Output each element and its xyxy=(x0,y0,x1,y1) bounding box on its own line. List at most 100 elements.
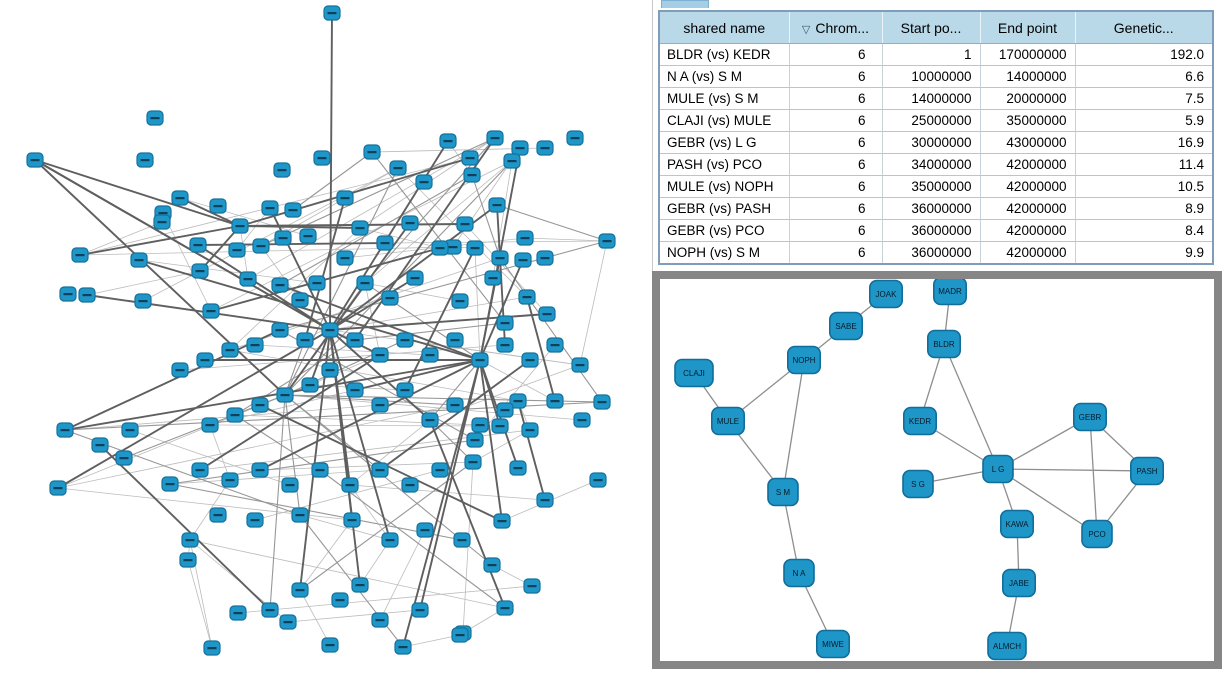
network-node[interactable] xyxy=(503,153,521,169)
network-node[interactable] xyxy=(371,612,389,628)
network-node[interactable] xyxy=(189,237,207,253)
network-node[interactable] xyxy=(356,275,374,291)
network-node[interactable] xyxy=(496,402,514,418)
network-node[interactable] xyxy=(363,144,381,160)
subnetwork-node-miwe[interactable]: MIWE xyxy=(816,629,851,659)
network-node[interactable] xyxy=(276,387,294,403)
subnetwork-node-kawa[interactable]: KAWA xyxy=(999,509,1034,539)
network-node[interactable] xyxy=(271,322,289,338)
network-node[interactable] xyxy=(514,252,532,268)
network-node[interactable] xyxy=(78,287,96,303)
network-node[interactable] xyxy=(451,627,469,643)
network-node[interactable] xyxy=(291,582,309,598)
network-node[interactable] xyxy=(431,462,449,478)
network-node[interactable] xyxy=(509,460,527,476)
network-node[interactable] xyxy=(511,140,529,156)
network-node[interactable] xyxy=(496,315,514,331)
network-node[interactable] xyxy=(261,200,279,216)
column-header-genetic---[interactable]: Genetic... xyxy=(1075,11,1214,44)
network-node[interactable] xyxy=(130,252,148,268)
network-node[interactable] xyxy=(406,270,424,286)
network-node[interactable] xyxy=(134,293,152,309)
subnetwork-node-noph[interactable]: NOPH xyxy=(787,345,822,375)
subnetwork-node-n-a[interactable]: N A xyxy=(783,558,815,588)
table-row[interactable]: MULE (vs) NOPH 6 35000000 42000000 10.5 xyxy=(659,175,1214,198)
network-node[interactable] xyxy=(161,476,179,492)
table-row[interactable]: MULE (vs) S M 6 14000000 20000000 7.5 xyxy=(659,87,1214,110)
network-node[interactable] xyxy=(291,507,309,523)
network-node[interactable] xyxy=(394,639,412,655)
network-node[interactable] xyxy=(246,337,264,353)
network-node[interactable] xyxy=(296,332,314,348)
network-node[interactable] xyxy=(229,605,247,621)
table-row[interactable]: N A (vs) S M 6 10000000 14000000 6.6 xyxy=(659,65,1214,88)
network-node[interactable] xyxy=(493,513,511,529)
network-node[interactable] xyxy=(274,230,292,246)
network-node[interactable] xyxy=(321,362,339,378)
network-node[interactable] xyxy=(246,512,264,528)
network-node[interactable] xyxy=(351,577,369,593)
network-node[interactable] xyxy=(456,216,474,232)
network-node[interactable] xyxy=(321,322,339,338)
network-node[interactable] xyxy=(202,303,220,319)
network-node[interactable] xyxy=(484,270,502,286)
network-node[interactable] xyxy=(203,640,221,656)
network-node[interactable] xyxy=(496,600,514,616)
subnetwork-node-pco[interactable]: PCO xyxy=(1081,519,1113,549)
network-node[interactable] xyxy=(598,233,616,249)
network-node[interactable] xyxy=(389,160,407,176)
network-node[interactable] xyxy=(343,512,361,528)
network-node[interactable] xyxy=(486,130,504,146)
network-node[interactable] xyxy=(179,552,197,568)
subnetwork-node-s-m[interactable]: S M xyxy=(767,477,799,507)
subnetwork-node-sabe[interactable]: SABE xyxy=(829,311,864,341)
network-node[interactable] xyxy=(411,602,429,618)
network-node[interactable] xyxy=(421,347,439,363)
column-header-end-point[interactable]: End point xyxy=(980,11,1076,44)
network-node[interactable] xyxy=(464,454,482,470)
network-node[interactable] xyxy=(121,422,139,438)
network-node[interactable] xyxy=(336,250,354,266)
network-node[interactable] xyxy=(401,215,419,231)
network-node[interactable] xyxy=(171,190,189,206)
network-node[interactable] xyxy=(466,240,484,256)
network-node[interactable] xyxy=(341,477,359,493)
network-node[interactable] xyxy=(181,532,199,548)
subnetwork-node-joak[interactable]: JOAK xyxy=(869,279,904,309)
network-node[interactable] xyxy=(279,614,297,630)
network-node[interactable] xyxy=(301,377,319,393)
subnetwork-node-claji[interactable]: CLAJI xyxy=(674,358,714,388)
network-node[interactable] xyxy=(201,417,219,433)
subnetwork-node-almch[interactable]: ALMCH xyxy=(987,631,1027,661)
network-node[interactable] xyxy=(546,337,564,353)
column-header-chrom---[interactable]: ▽ Chrom... xyxy=(789,11,883,44)
network-node[interactable] xyxy=(351,220,369,236)
network-node[interactable] xyxy=(491,250,509,266)
network-node[interactable] xyxy=(308,275,326,291)
network-node[interactable] xyxy=(416,522,434,538)
network-node[interactable] xyxy=(538,306,556,322)
network-node[interactable] xyxy=(446,397,464,413)
table-row[interactable]: GEBR (vs) PASH 6 36000000 42000000 8.9 xyxy=(659,197,1214,220)
network-node[interactable] xyxy=(471,352,489,368)
network-node[interactable] xyxy=(252,238,270,254)
network-node[interactable] xyxy=(221,342,239,358)
network-node[interactable] xyxy=(444,239,462,255)
network-node[interactable] xyxy=(589,472,607,488)
column-header-start-po---[interactable]: Start po... xyxy=(882,11,981,44)
network-node[interactable] xyxy=(483,557,501,573)
network-node[interactable] xyxy=(573,412,591,428)
table-row[interactable]: PASH (vs) PCO 6 34000000 42000000 11.4 xyxy=(659,153,1214,176)
network-node[interactable] xyxy=(273,162,291,178)
network-node[interactable] xyxy=(431,240,449,256)
network-node[interactable] xyxy=(451,293,469,309)
network-node[interactable] xyxy=(251,462,269,478)
network-node[interactable] xyxy=(371,397,389,413)
table-row[interactable]: BLDR (vs) KEDR 6 1 170000000 192.0 xyxy=(659,43,1214,66)
network-node[interactable] xyxy=(239,271,257,287)
network-node[interactable] xyxy=(536,492,554,508)
network-node[interactable] xyxy=(26,152,44,168)
network-node[interactable] xyxy=(496,337,514,353)
network-node[interactable] xyxy=(171,362,189,378)
network-node[interactable] xyxy=(91,437,109,453)
